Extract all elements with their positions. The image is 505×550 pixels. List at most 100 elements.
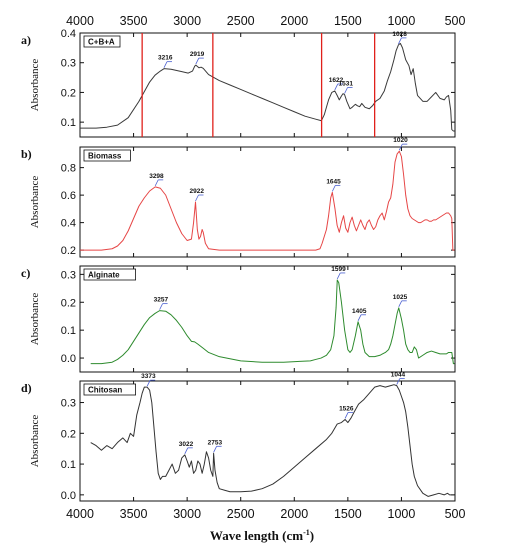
peak-label: 1526 — [339, 405, 354, 412]
panel-title: C+B+A — [88, 38, 115, 47]
top-x-tick-label: 2000 — [280, 14, 308, 28]
peak-leader-line — [398, 143, 403, 151]
peak-label: 3216 — [158, 55, 173, 62]
panel-letter: c) — [21, 266, 30, 280]
peak-leader-line — [344, 412, 349, 419]
peak-leader-line — [336, 272, 341, 280]
panel-c-b-a: 0.1 0.2 0.3 0.4 Absorbance a) C+B+A 3216 2919 162… — [21, 28, 456, 138]
bottom-x-tick-label: 2500 — [227, 507, 255, 521]
top-x-tick-label: 3500 — [120, 14, 148, 28]
spectrum-line — [90, 384, 454, 497]
bottom-x-axis: 4000 3500 3000 2500 2000 1500 1000 500 — [66, 507, 465, 521]
peak-leader-line — [146, 379, 151, 387]
y-axis-label: Absorbance — [29, 293, 41, 346]
panel-title-box — [83, 383, 136, 396]
x-axis-label: Wave length (cm-1) — [210, 528, 314, 543]
ftir-panels: 0.1 0.2 0.3 0.4 Absorbance a) C+B+A 3216 2919 162… — [21, 28, 456, 502]
y-tick-label: 0.1 — [61, 325, 76, 337]
top-x-tick-label: 500 — [445, 14, 466, 28]
panel-title: Biomass — [88, 152, 122, 161]
peak-leader-line — [396, 378, 401, 385]
peak-label: 1531 — [339, 81, 354, 88]
bottom-x-tick-label: 3500 — [120, 507, 148, 521]
panel-title-box — [83, 149, 131, 162]
bottom-x-tick-label: 4000 — [66, 507, 94, 521]
y-axis-label: Absorbance — [29, 59, 41, 112]
peak-leader-line — [184, 447, 189, 455]
panel-chitosan: 0.0 0.1 0.2 0.3 Absorbance d) Chitosan 3373 3022… — [21, 372, 456, 502]
y-tick-label: 0.0 — [61, 490, 76, 502]
y-tick-label: 0.3 — [61, 398, 76, 410]
peak-label: 1645 — [326, 178, 341, 185]
panel-title-box — [83, 268, 136, 281]
bottom-x-tick-label: 3000 — [173, 507, 201, 521]
y-tick-label: 0.3 — [61, 269, 76, 281]
peak-leader-line — [357, 314, 362, 321]
bottom-x-tick-label: 1000 — [388, 507, 416, 521]
peak-label: 2753 — [208, 439, 223, 446]
y-tick-label: 0.2 — [61, 428, 76, 440]
y-tick-label: 0.1 — [61, 117, 76, 129]
panel-frame — [79, 32, 456, 138]
bottom-x-tick-label: 1500 — [334, 507, 362, 521]
peak-leader-line — [154, 179, 159, 187]
y-tick-label: 0.2 — [61, 297, 76, 309]
peak-leader-line — [398, 37, 402, 45]
y-axis-label: Absorbance — [29, 176, 41, 229]
peak-label: 1599 — [331, 266, 346, 273]
peak-leader-line — [331, 185, 336, 192]
top-x-axis: 4000 3500 3000 2500 2000 1500 1000 500 — [66, 14, 465, 28]
peak-leader-line — [398, 300, 403, 308]
y-tick-label: 0.8 — [61, 163, 76, 175]
peak-label: 2919 — [190, 51, 205, 58]
panel-alginate: 0.0 0.1 0.2 0.3 Absorbance c) Alginate 3257 1599… — [21, 265, 456, 373]
peak-label: 2922 — [190, 188, 205, 195]
peak-label: 1405 — [352, 308, 367, 315]
top-x-tick-label: 3000 — [173, 14, 201, 28]
peak-leader-line — [344, 87, 348, 94]
peak-label: 1044 — [391, 372, 406, 379]
peak-label: 1028 — [392, 31, 407, 38]
panel-letter: d) — [21, 381, 32, 395]
peak-leader-line — [195, 57, 200, 65]
peak-leader-line — [334, 83, 339, 91]
y-tick-label: 0.0 — [61, 353, 76, 365]
peak-label: 1020 — [393, 137, 408, 144]
y-tick-label: 0.2 — [61, 245, 76, 257]
top-x-tick-label: 2500 — [227, 14, 255, 28]
peak-label: 3022 — [179, 441, 194, 448]
spectrum-line — [90, 279, 455, 365]
peak-label: 1025 — [393, 294, 408, 301]
panel-frame — [79, 146, 456, 258]
peak-leader-line — [195, 194, 199, 202]
panel-title: Alginate — [88, 271, 120, 280]
peak-leader-line — [163, 61, 168, 68]
y-tick-label: 0.4 — [61, 218, 76, 230]
peak-leader-line — [159, 303, 163, 310]
top-x-tick-label: 1000 — [388, 14, 416, 28]
reference-lines — [141, 33, 376, 137]
top-x-tick-label: 1500 — [334, 14, 362, 28]
y-tick-label: 0.4 — [61, 28, 76, 40]
spectrum-line — [80, 150, 455, 251]
y-tick-label: 0.3 — [61, 58, 76, 70]
bottom-x-tick-label: 500 — [445, 507, 466, 521]
y-tick-label: 0.6 — [61, 190, 76, 202]
spectrum-line — [80, 42, 455, 132]
peak-label: 1622 — [329, 77, 344, 84]
bottom-x-tick-label: 2000 — [280, 507, 308, 521]
panel-frame — [79, 380, 456, 502]
peak-label: 3373 — [141, 373, 156, 380]
peak-label: 3257 — [154, 297, 169, 304]
panel-letter: a) — [21, 33, 31, 47]
panel-biomass: 0.2 0.4 0.6 0.8 Absorbance b) Biomass 3298 2922 1… — [21, 137, 456, 258]
top-x-tick-label: 4000 — [66, 14, 94, 28]
panel-letter: b) — [21, 147, 32, 161]
y-tick-label: 0.2 — [61, 87, 76, 99]
peak-leader-line — [213, 446, 217, 453]
panel-frame — [79, 265, 456, 373]
y-tick-label: 0.1 — [61, 459, 76, 471]
peak-label: 3298 — [149, 173, 164, 180]
panel-title-box — [83, 35, 121, 48]
